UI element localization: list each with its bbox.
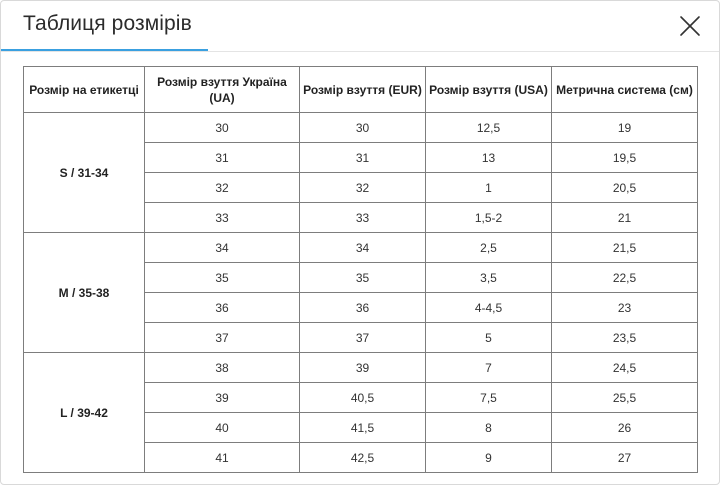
table-header-row: Розмір на етикетці Розмір взуття Україна… (23, 66, 698, 113)
table-row: 33 33 1,5-2 21 (24, 202, 698, 233)
cell-ua: 35 (144, 262, 300, 293)
cell-eur: 40,5 (299, 382, 426, 413)
cell-eur: 37 (299, 322, 426, 353)
header-label-size: Розмір на етикетці (23, 66, 145, 113)
cell-cm: 22,5 (551, 262, 698, 293)
cell-ua: 37 (144, 322, 300, 353)
cell-eur: 31 (299, 142, 426, 173)
header-metric-size: Метрична система (см) (551, 66, 698, 113)
cell-usa: 4-4,5 (425, 292, 552, 323)
cell-cm: 27 (551, 442, 698, 473)
table-row: 36 36 4-4,5 23 (24, 292, 698, 323)
cell-ua: 38 (144, 352, 300, 383)
close-icon (680, 16, 700, 36)
cell-eur: 34 (299, 232, 426, 263)
cell-usa: 5 (425, 322, 552, 353)
table-row: M / 35-38 34 34 2,5 21,5 (23, 232, 698, 353)
dialog-title: Таблиця розмірів (23, 12, 192, 35)
cell-usa: 9 (425, 442, 552, 473)
cell-ua: 40 (144, 412, 300, 443)
cell-ua: 41 (144, 442, 300, 473)
table-row: 41 42,5 9 27 (24, 442, 698, 473)
cell-ua: 34 (144, 232, 300, 263)
cell-usa: 8 (425, 412, 552, 443)
close-button[interactable] (676, 12, 704, 40)
header-eur-size: Розмір взуття (EUR) (299, 66, 426, 113)
table-row: 37 37 5 23,5 (24, 322, 698, 353)
dialog-header: Таблиця розмірів (1, 1, 719, 52)
cell-ua: 31 (144, 142, 300, 173)
cell-cm: 21 (551, 202, 698, 233)
table-row: 40 41,5 8 26 (24, 412, 698, 443)
cell-eur: 39 (299, 352, 426, 383)
cell-cm: 19 (551, 112, 698, 143)
cell-cm: 24,5 (551, 352, 698, 383)
size-group-label: L / 39-42 (23, 352, 145, 473)
header-ua-size: Розмір взуття Україна (UA) (144, 66, 300, 113)
cell-cm: 23,5 (551, 322, 698, 353)
cell-usa: 1,5-2 (425, 202, 552, 233)
cell-ua: 32 (144, 172, 300, 203)
cell-eur: 35 (299, 262, 426, 293)
header-usa-size: Розмір взуття (USA) (425, 66, 552, 113)
cell-usa: 12,5 (425, 112, 552, 143)
cell-usa: 7,5 (425, 382, 552, 413)
cell-cm: 25,5 (551, 382, 698, 413)
cell-ua: 39 (144, 382, 300, 413)
cell-ua: 36 (144, 292, 300, 323)
size-group-label: S / 31-34 (23, 112, 145, 233)
cell-usa: 7 (425, 352, 552, 383)
cell-ua: 30 (144, 112, 300, 143)
size-group-label: M / 35-38 (23, 232, 145, 353)
cell-cm: 20,5 (551, 172, 698, 203)
table-row: 35 35 3,5 22,5 (24, 262, 698, 293)
cell-eur: 41,5 (299, 412, 426, 443)
cell-ua: 33 (144, 202, 300, 233)
cell-cm: 26 (551, 412, 698, 443)
cell-usa: 13 (425, 142, 552, 173)
cell-cm: 19,5 (551, 142, 698, 173)
cell-eur: 30 (299, 112, 426, 143)
table-row: 31 31 13 19,5 (24, 142, 698, 173)
cell-cm: 21,5 (551, 232, 698, 263)
title-underline (1, 49, 208, 51)
cell-usa: 3,5 (425, 262, 552, 293)
table-row: S / 31-34 30 30 12,5 19 (23, 112, 698, 233)
size-table: Розмір на етикетці Розмір взуття Україна… (23, 66, 698, 473)
cell-eur: 33 (299, 202, 426, 233)
cell-usa: 2,5 (425, 232, 552, 263)
table-row: 39 40,5 7,5 25,5 (24, 382, 698, 413)
cell-cm: 23 (551, 292, 698, 323)
cell-eur: 32 (299, 172, 426, 203)
cell-usa: 1 (425, 172, 552, 203)
cell-eur: 42,5 (299, 442, 426, 473)
table-row: L / 39-42 38 39 7 24,5 (23, 352, 698, 473)
cell-eur: 36 (299, 292, 426, 323)
